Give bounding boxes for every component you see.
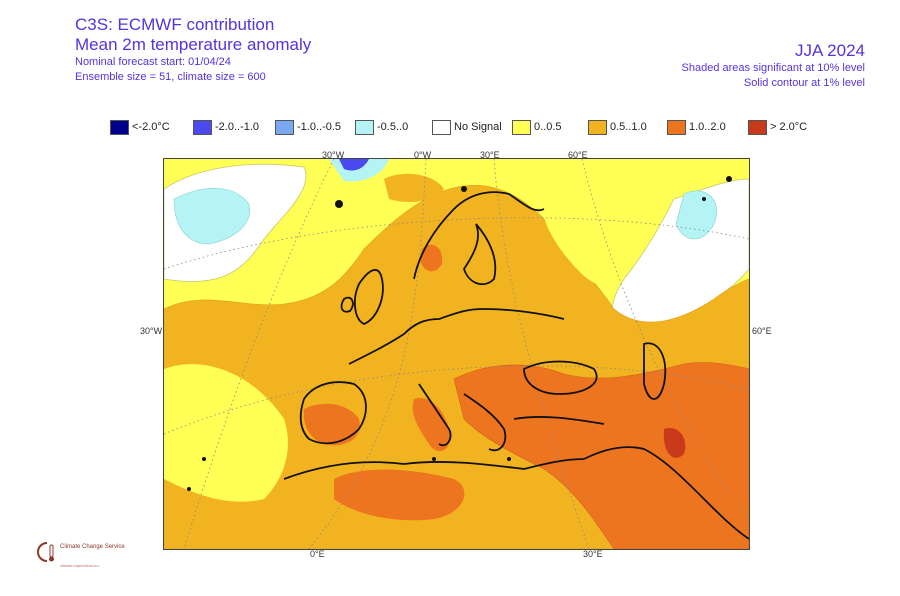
header-right: JJA 2024 Shaded areas significant at 10%… <box>682 41 865 91</box>
season-label: JJA 2024 <box>795 41 865 60</box>
legend-label: > 2.0°C <box>770 121 808 133</box>
thermometer-icon <box>37 542 54 562</box>
lat-label-right: 60°E <box>752 326 772 336</box>
legend-item: <-2.0°C <box>110 118 170 136</box>
legend-swatch <box>275 119 294 135</box>
logo-name: Climate Change Service <box>60 544 125 550</box>
legend-item: No Signal <box>432 118 502 136</box>
lon-label-0: 0°W <box>414 150 432 160</box>
legend-swatch <box>110 119 129 135</box>
title-variable: Mean 2m temperature anomaly <box>75 35 312 54</box>
legend-label: -0.5..0 <box>377 121 409 133</box>
color-legend: <-2.0°C -2.0..-1.0 -1.0..-0.5 -0.5..0 No… <box>110 118 830 136</box>
legend-item: > 2.0°C <box>748 118 807 136</box>
lat-label-left: 30°W <box>140 326 163 336</box>
legend-label: <-2.0°C <box>132 121 170 133</box>
copernicus-logo: Climate Change Service climate.copernicu… <box>36 540 146 586</box>
title-source: C3S: ECMWF contribution <box>75 15 275 34</box>
significance-10: Shaded areas significant at 10% level <box>681 62 865 74</box>
legend-item: -2.0..-1.0 <box>193 118 259 136</box>
anomaly-map <box>163 158 750 550</box>
region-warm-north-sea <box>384 173 444 202</box>
legend-label: 0..0.5 <box>534 121 562 133</box>
legend-item: 0..0.5 <box>512 118 562 136</box>
lon-label-0-bottom: 0°E <box>310 549 325 559</box>
lon-label-30e-bottom: 30°E <box>583 549 603 559</box>
legend-swatch <box>512 119 531 135</box>
coastlines <box>283 191 749 540</box>
legend-label: -2.0..-1.0 <box>215 121 260 133</box>
legend-swatch <box>748 119 767 135</box>
region-hot-north-africa <box>334 469 465 521</box>
legend-label: -1.0..-0.5 <box>297 121 342 133</box>
region-hot-iberia <box>303 403 360 446</box>
region-cool-iceland-sea <box>173 188 251 245</box>
header-left: C3S: ECMWF contribution Mean 2m temperat… <box>75 14 311 85</box>
region-cool-urals <box>675 190 717 240</box>
map-canvas <box>164 159 749 549</box>
legend-swatch <box>432 119 451 135</box>
region-weak-northeast <box>542 199 624 286</box>
legend-label: 0.5..1.0 <box>610 121 647 133</box>
legend-item: 1.0..2.0 <box>667 118 726 136</box>
legend-label: No Signal <box>454 121 502 133</box>
islands <box>187 176 732 491</box>
logo-url: climate.copernicus.eu <box>60 563 99 568</box>
forecast-start: Nominal forecast start: 01/04/24 <box>75 56 231 68</box>
legend-label: 1.0..2.0 <box>689 121 726 133</box>
lon-label-30w: 30°W <box>322 150 345 160</box>
legend-swatch <box>588 119 607 135</box>
region-weak-atlantic-band <box>164 364 288 502</box>
legend-item: 0.5..1.0 <box>588 118 647 136</box>
legend-swatch <box>193 119 212 135</box>
ensemble-size: Ensemble size = 51, climate size = 600 <box>75 71 266 83</box>
legend-swatch <box>355 119 374 135</box>
region-cold-greenland <box>339 159 369 171</box>
region-hot-balkans-turkey <box>453 362 749 549</box>
lon-label-30e: 30°E <box>480 150 500 160</box>
legend-swatch <box>667 119 686 135</box>
lon-label-60e: 60°E <box>568 150 588 160</box>
legend-item: -1.0..-0.5 <box>275 118 341 136</box>
region-hot-italy <box>412 398 450 452</box>
region-hot-red-sea <box>663 428 686 458</box>
significance-1: Solid contour at 1% level <box>743 77 865 89</box>
region-hot-norway <box>420 244 443 272</box>
legend-item: -0.5..0 <box>355 118 408 136</box>
